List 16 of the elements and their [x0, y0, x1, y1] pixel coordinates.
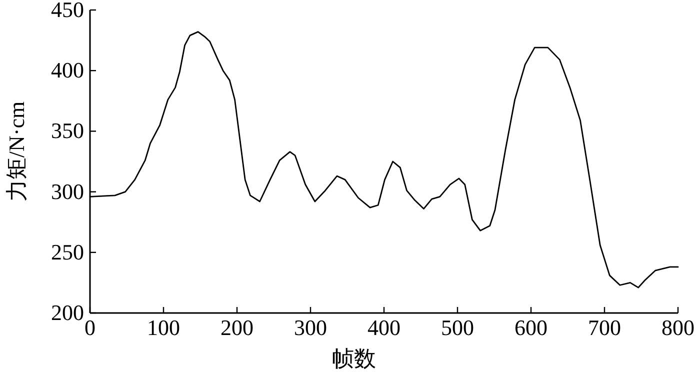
x-tick-label: 500: [441, 315, 474, 340]
y-tick-label: 400: [51, 58, 84, 83]
x-axis-title: 帧数: [332, 346, 376, 371]
x-tick-label: 200: [220, 315, 254, 340]
x-tick-label: 700: [588, 315, 621, 340]
y-tick-label: 350: [51, 118, 84, 144]
x-tick-label: 100: [147, 315, 180, 340]
x-tick-label: 800: [662, 315, 694, 340]
y-axis-title: 力矩/N·cm: [4, 101, 29, 202]
x-tick-label: 400: [368, 315, 400, 340]
y-tick-label: 450: [51, 0, 84, 22]
x-tick-label: 600: [514, 315, 548, 340]
y-tick-label: 250: [51, 239, 84, 264]
y-tick-label: 300: [51, 178, 84, 204]
x-tick-label: 300: [294, 315, 327, 340]
x-tick-label: 0: [84, 315, 96, 340]
